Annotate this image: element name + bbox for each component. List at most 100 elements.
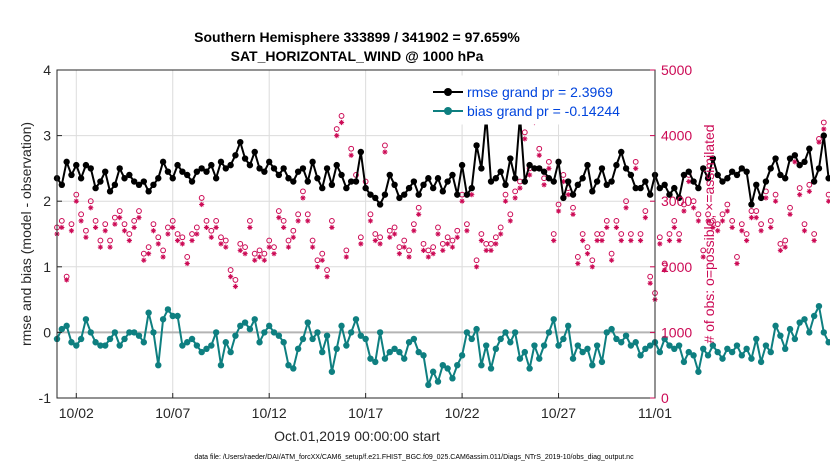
bias-point [140,339,148,346]
rmse-point [550,178,557,185]
rmse-point [782,175,789,182]
obs-assimilated-point [435,231,441,237]
obs-possible-point [603,217,610,224]
obs-assimilated-point [700,254,706,260]
obs-assimilated-point [218,241,224,247]
bias-point [685,348,692,356]
bias-point [309,335,316,343]
obs-assimilated-point [488,247,494,253]
bias-point [753,335,760,343]
obs-assimilated-point [92,224,99,231]
obs-assimilated-point [758,228,764,234]
obs-assimilated-point [73,198,79,204]
bias-point [772,322,779,330]
bias-point [319,348,326,356]
obs-possible-point [497,224,504,231]
rmse-point [198,165,205,172]
obs-possible-point [705,211,711,218]
obs-assimilated-point [604,224,610,231]
rmse-point [367,191,374,198]
obs-possible-point [420,240,427,247]
obs-possible-point [777,240,784,247]
obs-possible-point [449,237,456,244]
obs-possible-point [695,211,702,218]
obs-possible-point [184,254,191,260]
obs-possible-point [454,227,461,234]
obs-assimilated-point [473,264,480,270]
bias-point [608,325,615,333]
rmse-point [396,194,403,202]
obs-possible-point [295,211,302,218]
rmse-point [372,194,379,202]
rmse-point [502,181,509,188]
obs-possible-point [801,221,808,228]
rmse-point [627,171,635,179]
obs-possible-point [681,201,687,208]
obs-possible-point [131,217,138,224]
obs-possible-point [391,224,398,231]
obs-assimilated-point [705,218,711,224]
obs-possible-point [179,234,186,241]
legend-rmse-marker [444,88,452,96]
obs-assimilated-point [117,215,123,221]
bias-point [121,335,128,343]
obs-possible-point [478,231,485,237]
obs-assimilated-point [734,260,740,267]
rmse-point [159,158,167,166]
rmse-point [738,165,746,172]
rmse-point [584,161,591,169]
rmse-point [174,161,181,169]
rmse-point [478,165,485,172]
obs-assimilated-point [396,251,403,257]
rmse-point [454,191,461,198]
bias-point [531,342,538,349]
footer-data-file: data file: /Users/raeder/DAI/ATM_forcXX/… [194,454,634,461]
obs-assimilated-point [203,224,210,231]
rmse-point [661,181,668,188]
bias-point [102,342,109,349]
rmse-point [169,175,176,182]
bias-point [304,319,311,326]
rmse-point [820,132,827,139]
obs-assimilated-point [806,188,812,194]
rmse-point [815,165,823,172]
obs-possible-point [787,204,793,211]
bias-point [58,325,66,333]
obs-assimilated-point [228,274,234,280]
obs-assimilated-point [377,241,383,247]
obs-assimilated-point [512,195,518,201]
rmse-point [58,181,66,188]
obs-possible-point [796,185,803,191]
bias-point [449,375,456,382]
rmse-point [492,175,500,182]
obs-possible-point [820,119,827,126]
obs-assimilated-point [146,251,152,257]
bias-point [179,342,186,349]
obs-assimilated-point [68,228,75,234]
obs-possible-point [275,208,282,214]
rmse-point [714,171,721,179]
bias-point [762,342,770,349]
obs-assimilated-point [464,228,470,234]
obs-possible-point [661,260,668,267]
obs-possible-point [579,231,586,237]
rmse-point [434,175,442,182]
obs-assimilated-point [266,244,272,250]
obs-possible-point [589,257,596,264]
rmse-point [425,175,432,182]
obs-assimilated-point [662,267,668,273]
bias-point [188,335,196,343]
obs-assimilated-point [719,218,726,224]
rmse-point [709,155,717,162]
bias-point [637,352,644,359]
obs-possible-point [613,217,620,224]
obs-assimilated-point [826,198,830,204]
obs-assimilated-point [281,224,287,231]
obs-assimilated-point [88,205,94,211]
obs-possible-point [304,211,311,218]
bias-point [285,362,292,369]
obs-assimilated-point [599,237,605,244]
obs-assimilated-point [416,211,422,217]
obs-possible-point [435,224,441,231]
obs-assimilated-point [160,254,166,260]
